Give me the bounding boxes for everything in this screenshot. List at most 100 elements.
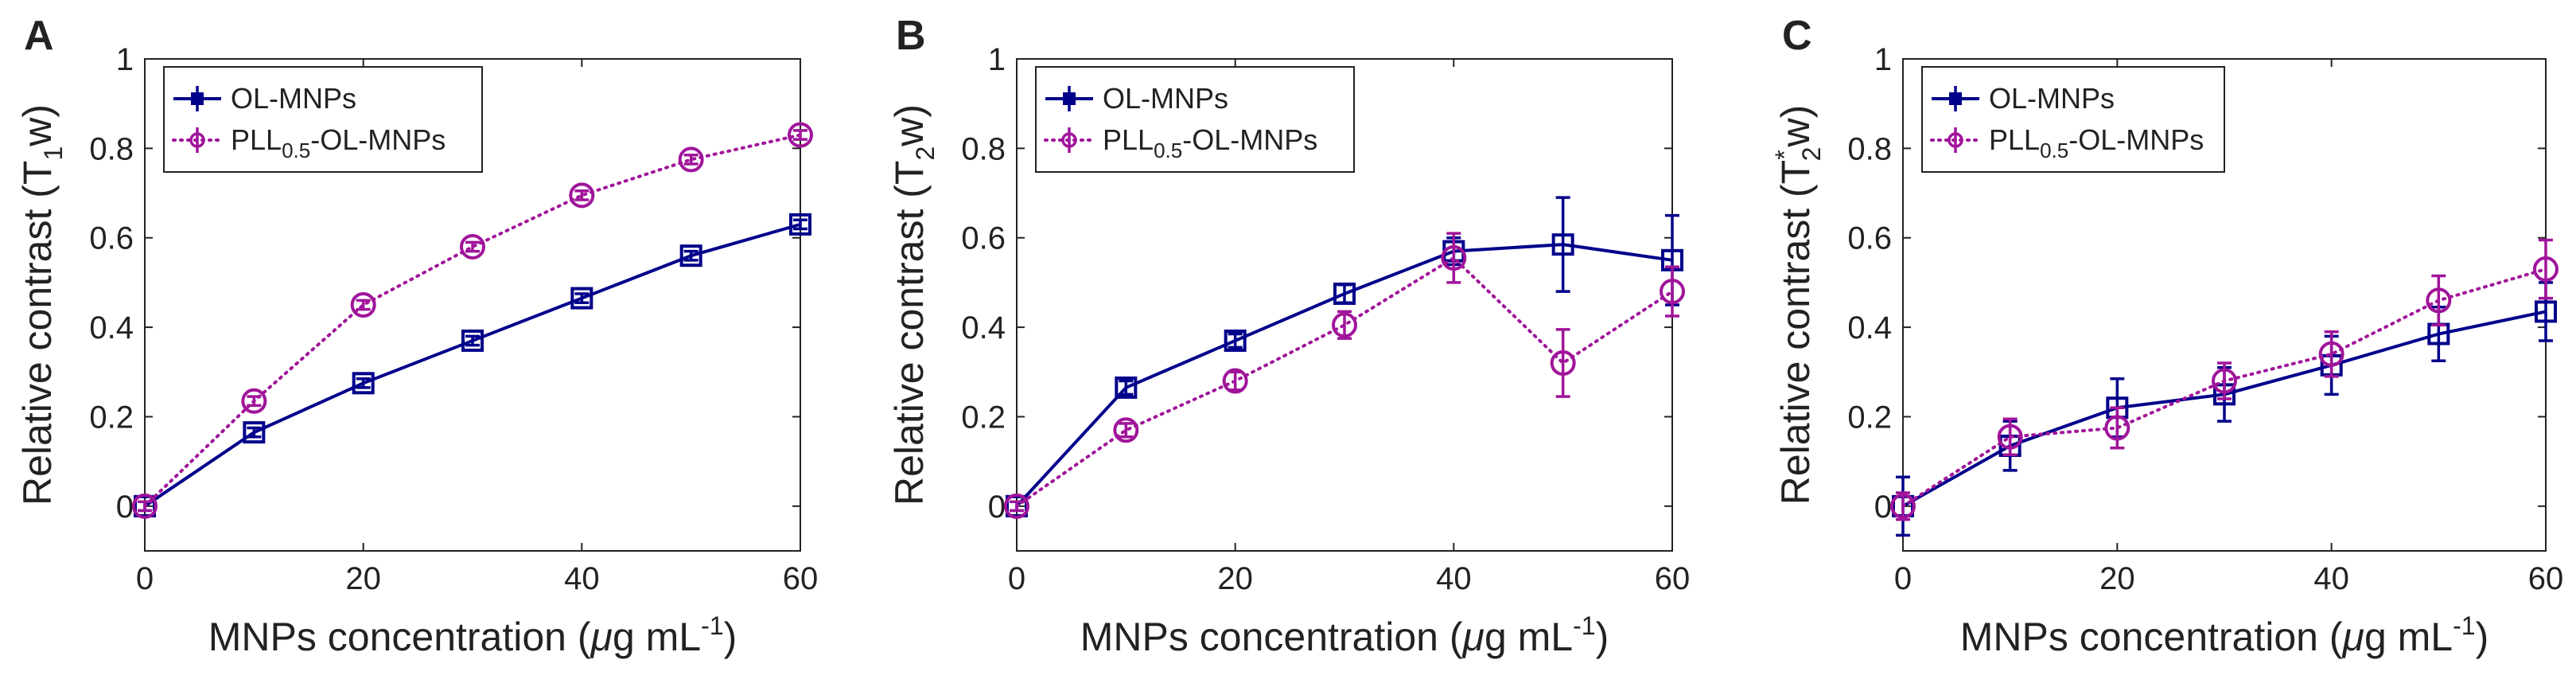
data-point-square	[679, 244, 702, 267]
data-point-circle	[1332, 312, 1357, 338]
legend-box	[1921, 66, 2225, 173]
legend-entry-ol-mnps: OL-MNPs	[1045, 82, 1228, 115]
x-tick-label: 0	[1008, 561, 1025, 596]
legend-label-prefix: OL-MNPs	[1103, 82, 1228, 115]
legend-label-prefix: PLL	[1103, 123, 1154, 156]
y-axis-label-prefix: Relative contrast (T	[1773, 160, 1818, 505]
data-point-circle	[1441, 245, 1467, 271]
x-tick-label: 0	[1894, 561, 1912, 596]
data-point-circle	[678, 146, 704, 173]
y-tick-label: 0.6	[1847, 221, 1892, 256]
legend-label: PLL0.5-OL-MNPs	[1103, 123, 1317, 162]
y-axis-label-suffix: w)	[15, 104, 60, 147]
legend-label-suffix: -OL-MNPs	[1182, 123, 1317, 156]
data-point-circle	[241, 388, 267, 414]
x-axis-label-suffix: )	[724, 615, 737, 659]
chart-panel-c: 0 20 40 60 0 0.2 0.4 0.6 0.8 1 MNPs concentration …	[1770, 13, 2563, 659]
y-tick-label: 0.2	[1847, 400, 1892, 435]
y-axis-label-prefix: Relative contrast (T	[15, 161, 60, 506]
y-axis-label-prefix: Relative contrast (T	[887, 161, 932, 506]
chart-panel-a: 0 20 40 60 0 0.2 0.4 0.6 0.8 1 MNPs concentration …	[15, 13, 818, 659]
y-tick-label: 0	[116, 490, 134, 525]
series-pll-ol-mnps	[132, 122, 813, 519]
legend-label-prefix: OL-MNPs	[1989, 82, 2115, 115]
x-axis-label: MNPs concentration (μg mL-1)	[1960, 611, 2488, 659]
data-point-square	[243, 421, 266, 444]
data-point-circle	[2104, 415, 2130, 441]
legend: OL-MNPs PLL0.5-OL-MNPs	[1921, 66, 2225, 173]
legend-label-prefix: OL-MNPs	[231, 82, 356, 115]
y-tick-label: 0.4	[961, 310, 1006, 346]
y-tick-label: 0	[1874, 490, 1892, 525]
x-axis-label-mu: μ	[1461, 615, 1485, 659]
legend-entry-ol-mnps: OL-MNPs	[1932, 82, 2115, 115]
data-point-circle	[460, 233, 485, 260]
data-point-circle	[2426, 287, 2452, 314]
legend-label-suffix: -OL-MNPs	[2068, 123, 2204, 156]
legend-label-subscript: 0.5	[1154, 139, 1182, 162]
y-tick-label: 0	[988, 490, 1006, 525]
x-tick-label: 60	[2528, 561, 2564, 596]
y-tick-label: 0.8	[89, 131, 134, 166]
data-point-square	[352, 372, 375, 395]
data-point-circle	[350, 292, 376, 318]
legend-label-prefix: PLL	[1989, 123, 2040, 156]
legend-label: PLL0.5-OL-MNPs	[231, 123, 446, 162]
x-axis-label-suffix: )	[2476, 615, 2489, 659]
x-axis-label-prefix: MNPs concentration (	[1960, 615, 2343, 659]
x-tick-label: 20	[2099, 561, 2135, 596]
legend-label: OL-MNPs	[1989, 82, 2115, 115]
legend-entry-pll-ol-mnps: PLL0.5-OL-MNPs	[1044, 123, 1317, 162]
panel-label: C	[1782, 13, 1812, 59]
x-axis-label-suffix: )	[1596, 615, 1609, 659]
y-tick-label: 0.8	[1847, 131, 1892, 166]
y-tick-label: 0.2	[89, 400, 134, 435]
series-ol-mnps	[1006, 196, 1683, 517]
y-tick-label: 0.8	[961, 131, 1006, 166]
y-axis-label-superscript: *	[1770, 150, 1799, 159]
data-point-square	[1333, 282, 1356, 305]
legend-entry-pll-ol-mnps: PLL0.5-OL-MNPs	[1930, 123, 2204, 162]
x-axis-label-prefix: MNPs concentration (	[208, 615, 591, 659]
data-point-square	[570, 287, 593, 310]
series-pll-ol-mnps	[1004, 232, 1685, 519]
data-point-circle	[1550, 350, 1576, 377]
data-point-circle	[1222, 368, 1248, 394]
legend-box	[1035, 66, 1355, 173]
data-point-square	[461, 329, 484, 352]
legend: OL-MNPs PLL0.5-OL-MNPs	[163, 66, 483, 173]
data-point-circle	[132, 493, 158, 519]
legend-label-suffix: -OL-MNPs	[310, 123, 446, 156]
x-tick-label: 20	[345, 561, 381, 596]
data-point-square	[1115, 376, 1138, 399]
data-point-circle	[2318, 341, 2344, 367]
series-ol-mnps	[1892, 281, 2557, 537]
plot-area-frame	[144, 58, 801, 552]
y-axis-label: Relative contrast (T*2w)	[1770, 105, 1826, 506]
data-point-circle	[1113, 417, 1139, 443]
x-axis-label-unit: g mL	[1485, 615, 1573, 659]
y-axis-label-suffix: w)	[887, 104, 932, 147]
y-tick-label: 1	[1874, 42, 1892, 77]
data-point-circle	[788, 122, 813, 148]
y-tick-label: 0.6	[961, 221, 1006, 256]
y-tick-label: 0.4	[89, 310, 134, 346]
legend-marker-square	[1949, 92, 1962, 105]
x-axis-label: MNPs concentration (μg mL-1)	[208, 611, 737, 659]
series-pll-ol-mnps	[1890, 238, 2558, 521]
y-axis-label-subscript: 2	[911, 146, 940, 161]
legend-label-prefix: PLL	[231, 123, 282, 156]
legend-marker-circle	[1948, 132, 1963, 148]
legend-box	[163, 66, 483, 173]
x-tick-label: 60	[783, 561, 819, 596]
data-point-circle	[2533, 256, 2558, 283]
x-axis-label-unit: g mL	[613, 615, 701, 659]
legend-entry-pll-ol-mnps: PLL0.5-OL-MNPs	[172, 123, 446, 162]
y-axis-label-subscript: 2	[1797, 147, 1826, 162]
y-axis-label-subscript: 1	[39, 146, 68, 161]
data-point-circle	[1660, 279, 1685, 305]
data-point-circle	[569, 182, 595, 209]
series-line	[143, 133, 802, 508]
data-point-square	[1551, 233, 1574, 256]
